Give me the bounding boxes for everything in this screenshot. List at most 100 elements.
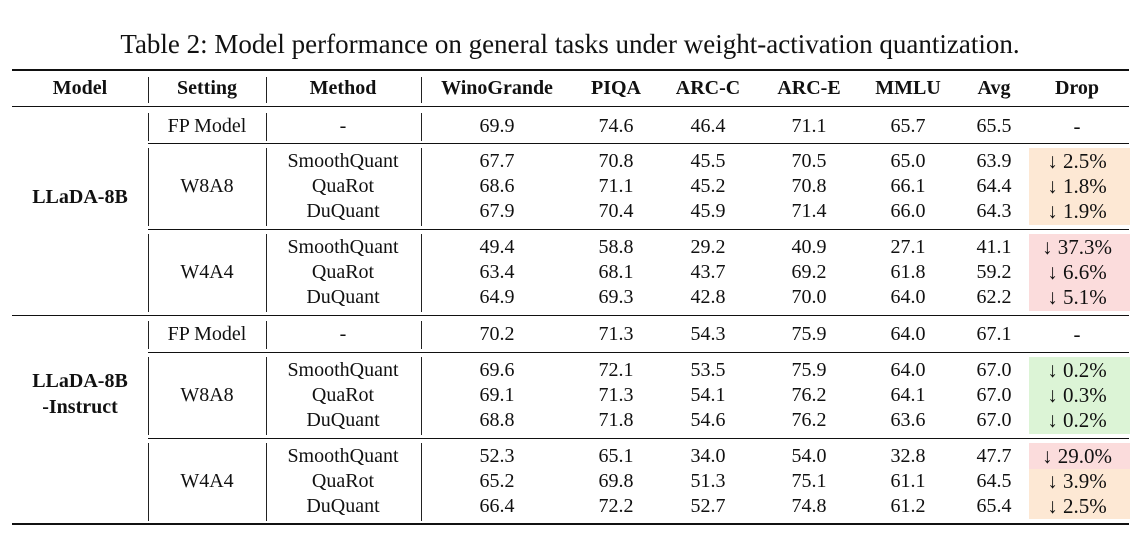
- drop-cell: ↓ 37.3%: [1042, 235, 1112, 259]
- value-cell-mmlu: 27.1: [890, 236, 926, 258]
- value-cell-arcc: 54.3: [690, 323, 726, 345]
- setting-label: FP Model: [167, 114, 247, 137]
- method-cell: DuQuant: [306, 495, 380, 517]
- value-cell-piqa: 68.1: [598, 261, 634, 283]
- value-cell-piqa: 71.1: [598, 175, 634, 197]
- bottom-rule: [12, 523, 1129, 525]
- setting-label: W4A4: [180, 260, 234, 283]
- value-cell-arcc: 54.1: [690, 384, 726, 406]
- value-cell-avg: 67.1: [976, 323, 1012, 345]
- value-cell-avg: 41.1: [976, 236, 1012, 258]
- value-cell-avg: 67.0: [976, 359, 1012, 381]
- column-separator: [421, 321, 422, 349]
- model-name: LLaDA-8B: [32, 186, 128, 208]
- value-cell-piqa: 72.2: [598, 495, 634, 517]
- value-cell-mmlu: 64.1: [890, 384, 926, 406]
- value-cell-arce: 75.9: [791, 359, 827, 381]
- column-header-setting: Setting: [177, 77, 237, 99]
- value-cell-piqa: 70.8: [598, 150, 634, 172]
- value-cell-arce: 71.1: [791, 115, 827, 137]
- column-header-model: Model: [52, 77, 108, 99]
- value-cell-winogrande: 70.2: [479, 323, 515, 345]
- drop-cell: ↓ 0.3%: [1047, 383, 1107, 407]
- value-cell-arcc: 46.4: [690, 115, 726, 137]
- value-cell-winogrande: 69.9: [479, 115, 515, 137]
- drop-cell: ↓ 2.5%: [1047, 494, 1107, 518]
- column-separator: [148, 357, 149, 435]
- column-header-arcc: ARC-C: [675, 77, 741, 99]
- value-cell-piqa: 69.8: [598, 470, 634, 492]
- drop-cell: ↓ 29.0%: [1042, 444, 1112, 468]
- model-name: LLaDA-8B: [32, 370, 128, 392]
- column-header-drop: Drop: [1054, 77, 1100, 99]
- value-cell-winogrande: 69.1: [479, 384, 515, 406]
- drop-highlight: [1029, 494, 1130, 519]
- column-separator: [421, 443, 422, 521]
- drop-highlight: [1029, 469, 1130, 494]
- value-cell-avg: 67.0: [976, 384, 1012, 406]
- column-header-winogrande: WinoGrande: [441, 77, 553, 99]
- value-cell-arcc: 45.5: [690, 150, 726, 172]
- value-cell-avg: 65.4: [976, 495, 1012, 517]
- value-cell-arce: 70.8: [791, 175, 827, 197]
- value-cell-mmlu: 64.0: [890, 286, 926, 308]
- value-cell-mmlu: 65.7: [890, 115, 926, 137]
- drop-highlight: [1029, 443, 1130, 469]
- group-divider: [148, 229, 1129, 230]
- column-separator: [266, 234, 267, 312]
- value-cell-winogrande: 69.6: [479, 359, 515, 381]
- value-cell-arcc: 54.6: [690, 409, 726, 431]
- column-header-avg: Avg: [977, 77, 1011, 99]
- value-cell-avg: 63.9: [976, 150, 1012, 172]
- method-cell: SmoothQuant: [287, 359, 399, 381]
- column-separator: [148, 148, 149, 226]
- value-cell-arce: 74.8: [791, 495, 827, 517]
- value-cell-piqa: 70.4: [598, 200, 634, 222]
- drop-cell: -: [1073, 114, 1081, 138]
- column-separator: [266, 77, 267, 103]
- value-cell-arce: 75.9: [791, 323, 827, 345]
- drop-highlight: [1029, 148, 1130, 225]
- drop-cell: ↓ 0.2%: [1047, 408, 1107, 432]
- value-cell-piqa: 65.1: [598, 445, 634, 467]
- value-cell-winogrande: 67.9: [479, 200, 515, 222]
- value-cell-arcc: 51.3: [690, 470, 726, 492]
- value-cell-piqa: 58.8: [598, 236, 634, 258]
- value-cell-arcc: 45.9: [690, 200, 726, 222]
- top-rule: [12, 69, 1129, 71]
- value-cell-arce: 71.4: [791, 200, 827, 222]
- method-cell: SmoothQuant: [287, 445, 399, 467]
- value-cell-arcc: 43.7: [690, 261, 726, 283]
- value-cell-arce: 54.0: [791, 445, 827, 467]
- method-cell: DuQuant: [306, 200, 380, 222]
- method-cell: DuQuant: [306, 409, 380, 431]
- drop-highlight: [1029, 234, 1130, 311]
- value-cell-arcc: 29.2: [690, 236, 726, 258]
- value-cell-arce: 70.0: [791, 286, 827, 308]
- value-cell-arcc: 42.8: [690, 286, 726, 308]
- model-name: -Instruct: [42, 396, 118, 418]
- method-cell: SmoothQuant: [287, 150, 399, 172]
- value-cell-avg: 64.4: [976, 175, 1012, 197]
- column-separator: [421, 77, 422, 103]
- header-rule: [12, 106, 1129, 107]
- column-separator: [421, 357, 422, 435]
- value-cell-mmlu: 63.6: [890, 409, 926, 431]
- column-separator: [266, 113, 267, 141]
- method-cell: QuaRot: [311, 470, 375, 492]
- value-cell-avg: 67.0: [976, 409, 1012, 431]
- value-cell-mmlu: 65.0: [890, 150, 926, 172]
- setting-label: W8A8: [180, 383, 234, 406]
- value-cell-avg: 59.2: [976, 261, 1012, 283]
- value-cell-avg: 62.2: [976, 286, 1012, 308]
- table-caption: Table 2: Model performance on general ta…: [120, 29, 1020, 59]
- value-cell-winogrande: 68.8: [479, 409, 515, 431]
- value-cell-winogrande: 64.9: [479, 286, 515, 308]
- value-cell-avg: 64.5: [976, 470, 1012, 492]
- column-separator: [148, 113, 149, 141]
- method-cell: QuaRot: [311, 384, 375, 406]
- value-cell-piqa: 74.6: [598, 115, 634, 137]
- column-header-arce: ARC-E: [777, 77, 841, 99]
- value-cell-arcc: 53.5: [690, 359, 726, 381]
- value-cell-mmlu: 32.8: [890, 445, 926, 467]
